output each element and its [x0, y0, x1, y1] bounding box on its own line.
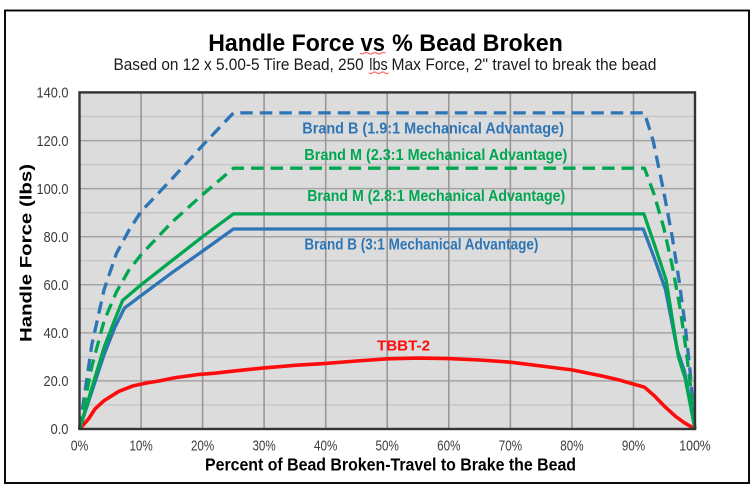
svg-text:Brand B (1.9:1 Mechanical Adv: Brand B (1.9:1 Mechanical Advantage)	[302, 121, 564, 138]
svg-text:20%: 20%	[191, 438, 214, 454]
svg-text:Handle Force (lbs): Handle Force (lbs)	[16, 164, 35, 342]
svg-text:lbs: lbs	[369, 56, 387, 74]
svg-text:Brand B (3:1 Mechanical Advan: Brand B (3:1 Mechanical Advantage)	[304, 236, 538, 253]
svg-text:0.0: 0.0	[51, 422, 69, 438]
svg-text:40%: 40%	[314, 438, 337, 454]
svg-text:70%: 70%	[499, 438, 522, 454]
svg-text:80.0: 80.0	[44, 230, 69, 246]
svg-text:TBBT-2: TBBT-2	[377, 339, 430, 355]
svg-text:10%: 10%	[129, 438, 152, 454]
svg-text:Based on 12 x 5.00-5 Tire Bead: Based on 12 x 5.00-5 Tire Bead, 250	[114, 56, 364, 74]
svg-text:Percent of Bead Broken-Travel: Percent of Bead Broken-Travel to Brake t…	[205, 455, 576, 475]
svg-text:100.0: 100.0	[37, 182, 69, 198]
svg-text:20.0: 20.0	[44, 374, 69, 390]
svg-text:30%: 30%	[252, 438, 275, 454]
svg-text:90%: 90%	[622, 438, 645, 454]
svg-text:40.0: 40.0	[44, 326, 69, 342]
svg-text:Brand M (2.3:1 Mechanical Adv: Brand M (2.3:1 Mechanical Advantage)	[304, 147, 567, 164]
svg-text:100%: 100%	[679, 438, 711, 454]
svg-text:Max Force, 2" travel to break: Max Force, 2" travel to break the bead	[392, 56, 657, 74]
svg-text:60%: 60%	[437, 438, 460, 454]
svg-text:% Bead Broken: % Bead Broken	[392, 30, 563, 57]
svg-text:Brand M (2.8:1 Mechanical Adv: Brand M (2.8:1 Mechanical Advantage)	[307, 188, 565, 205]
svg-text:120.0: 120.0	[37, 134, 69, 150]
svg-text:0%: 0%	[71, 438, 89, 454]
svg-text:80%: 80%	[560, 438, 583, 454]
svg-text:60.0: 60.0	[44, 278, 69, 294]
svg-text:140.0: 140.0	[37, 86, 69, 102]
svg-text:50%: 50%	[376, 438, 399, 454]
svg-text:Handle Force: Handle Force	[208, 30, 354, 57]
